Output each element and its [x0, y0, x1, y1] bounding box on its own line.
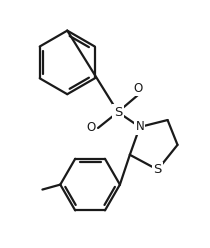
Text: O: O [87, 122, 96, 134]
Text: N: N [135, 121, 144, 133]
Text: S: S [154, 163, 162, 176]
Text: O: O [133, 82, 142, 95]
Text: S: S [114, 106, 122, 119]
